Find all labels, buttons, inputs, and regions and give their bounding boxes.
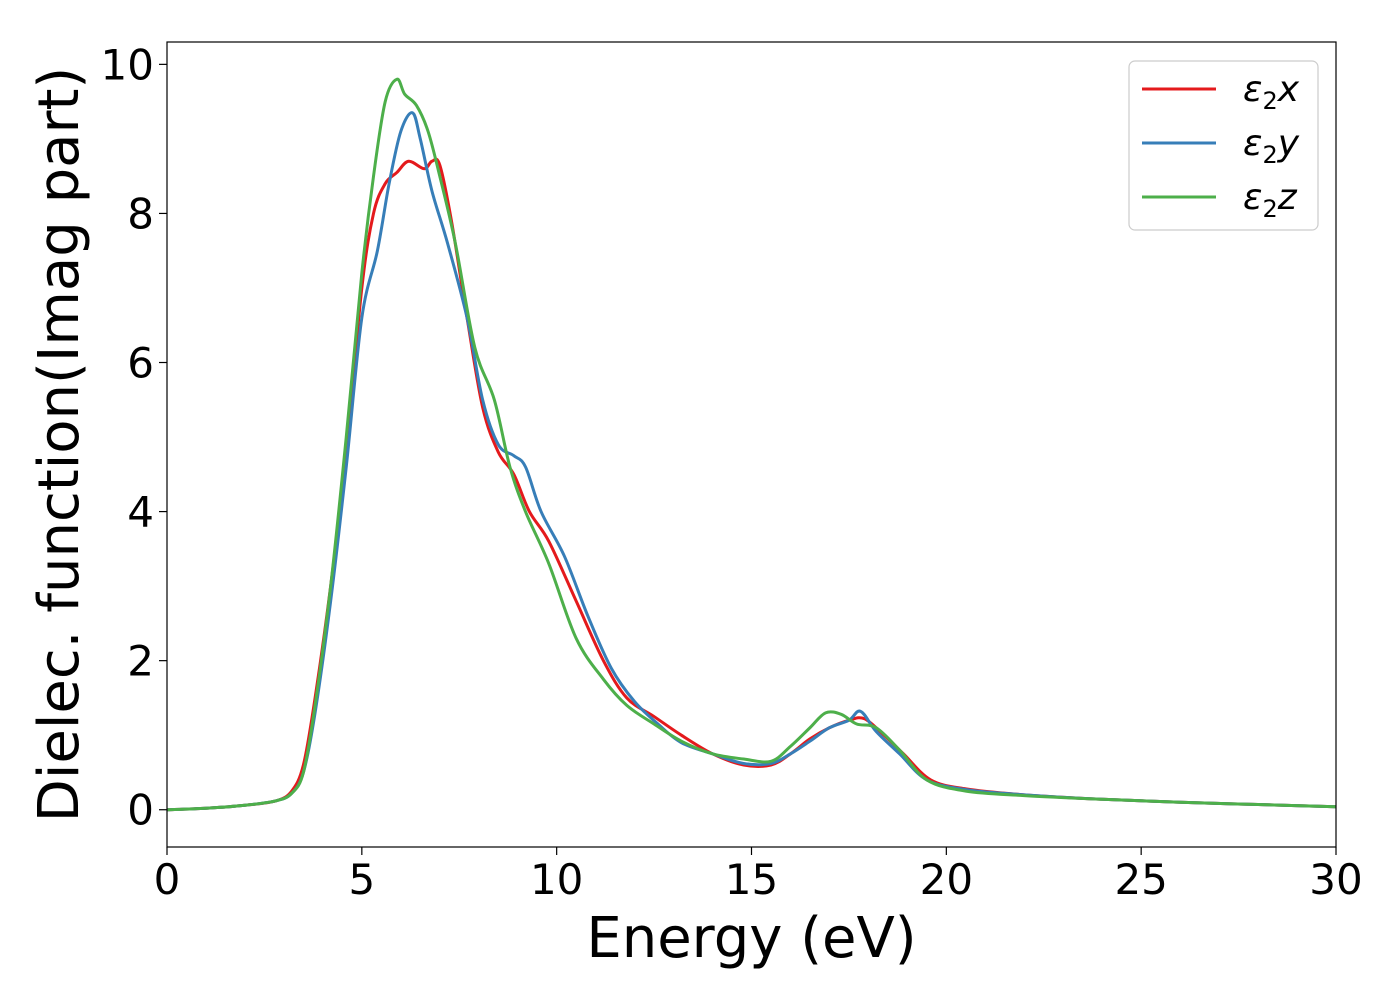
x-tick-label: 25 [1114,855,1167,904]
y-tick-label: 10 [101,40,154,89]
y-axis-title: Dielec. function(Imag part) [27,67,92,823]
series-line-y [167,111,1336,812]
x-tick-label: 20 [920,855,973,904]
y-tick-label: 0 [127,786,154,835]
series-line-z [167,77,1336,812]
series-layer [167,77,1336,812]
x-tick-label: 15 [725,855,778,904]
y-axis: 0 2 4 6 8 10 [101,40,167,835]
x-axis: 0 5 10 15 20 25 30 [154,847,1363,904]
y-tick-label: 8 [127,189,154,238]
legend-label-y: ε2y [1243,123,1300,169]
legend-box [1128,60,1319,231]
x-axis-title: Energy (eV) [586,906,916,971]
x-tick-label: 10 [530,855,583,904]
x-tick-label: 5 [348,855,375,904]
y-tick-label: 6 [127,339,154,388]
y-tick-label: 2 [127,637,154,686]
legend-label-x: ε2x [1243,69,1300,115]
x-tick-label: 30 [1309,855,1362,904]
legend: ε2x ε2y ε2z [1128,60,1319,231]
y-tick-label: 4 [127,488,154,537]
legend-label-z: ε2z [1243,177,1298,223]
x-tick-label: 0 [154,855,181,904]
